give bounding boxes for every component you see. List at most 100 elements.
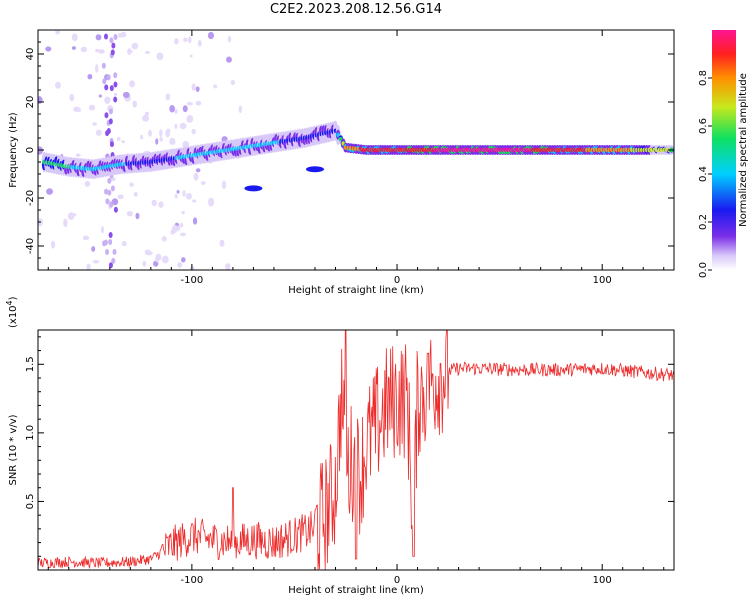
spectrogram-ytick-label: -20	[25, 190, 36, 206]
spectrogram-ylabel: Frequency (Hz)	[8, 112, 19, 188]
spectrogram-noise-cell	[82, 235, 90, 241]
spectrogram-plot-area	[38, 30, 674, 270]
spectrogram-noise-cell	[104, 188, 109, 195]
snr-ylabel: SNR (10 * v/v)	[8, 414, 19, 485]
spectrogram-noise-cell	[183, 37, 188, 42]
spectrogram-noise-cell	[193, 172, 199, 181]
spectrogram-noise-cell	[191, 128, 196, 135]
spectrogram-noise-cell	[108, 262, 113, 269]
figure-title: C2E2.2023.208.12.56.G14	[270, 2, 442, 17]
spectrogram-noise-cell	[144, 111, 149, 116]
spectrogram-noise-cell	[176, 225, 181, 231]
spectrogram-noise-cell	[108, 231, 113, 238]
spectrogram-panel: -100 0 100 -40 -20 0 20 40 Height of straight l…	[8, 29, 675, 296]
spectrogram-noise-cell	[182, 190, 186, 197]
spectrogram-noise-cell	[156, 52, 164, 61]
spectrogram-noise-cell	[158, 201, 164, 208]
colorbar-gradient	[712, 30, 736, 270]
spectrogram-noise-cell	[135, 212, 140, 220]
spectrogram-noise-cell	[197, 39, 202, 47]
spectrogram-noise-cell	[113, 81, 118, 88]
snr-ytick-label: 1.0	[25, 425, 36, 441]
spectrogram-noise-cell	[87, 73, 93, 80]
spectrogram-noise-cell	[195, 100, 202, 106]
spectrogram-noise-cell	[95, 34, 102, 41]
spectrogram-noise-cell	[71, 33, 78, 42]
spectrogram-noise-cell	[146, 251, 153, 256]
spectrogram-noise-cell	[190, 265, 195, 270]
spectrogram-noise-cell	[169, 137, 176, 146]
spectrogram-noise-cell	[106, 74, 111, 81]
spectrogram-ytick-label: 20	[25, 96, 36, 109]
spectrogram-ticks: -100 0 100 -40 -20 0 20 40	[25, 30, 674, 286]
spectrogram-noise-cell	[38, 146, 44, 155]
spectrogram-noise-cell	[230, 80, 235, 86]
spectrogram-noise-cell	[174, 109, 178, 114]
spectrogram-noise-cell	[155, 138, 159, 145]
spectrogram-noise-cell	[86, 263, 91, 270]
spectrogram-ytick-label: -40	[25, 238, 36, 254]
spectrogram-noise-cell	[181, 210, 185, 215]
snr-scale-label: (x104)	[5, 296, 19, 328]
spectrogram-noise-cell	[109, 37, 114, 44]
spectrogram-noise-cell	[100, 225, 104, 234]
colorbar-tick-label: 0.4	[698, 166, 709, 182]
spectrogram-noise-cell	[114, 92, 118, 97]
colorbar-tick-label: 0.6	[698, 118, 709, 134]
spectrogram-noise-cell	[208, 197, 215, 207]
spectrogram-noise-cell	[46, 188, 53, 195]
snr-series-line	[38, 330, 674, 570]
spectrogram-noise-cell	[104, 84, 109, 91]
colorbar-tick-label: 0.0	[698, 262, 709, 278]
spectrogram-noise-cell	[118, 32, 123, 38]
spectrogram-noise-cell	[142, 260, 147, 267]
spectrogram-noise-cell	[80, 46, 88, 53]
spectrogram-blob	[305, 166, 324, 173]
snr-xlabel: Height of straight line (km)	[288, 585, 424, 596]
spectrogram-xtick-label: -100	[181, 275, 204, 286]
colorbar: 0.0 0.2 0.4 0.6 0.8 Normalized spectral ampl…	[698, 30, 749, 278]
spectrogram-noise-cell	[195, 168, 201, 173]
colorbar-ticks: 0.0 0.2 0.4 0.6 0.8	[698, 70, 712, 278]
colorbar-label: Normalized spectral amplitude	[738, 73, 749, 227]
spectrogram-noise-cell	[179, 122, 187, 130]
spectrogram-noise-cell	[195, 86, 200, 92]
spectrogram-noise-cell	[238, 105, 243, 114]
spectrogram-noise-cell	[75, 153, 81, 157]
spectrogram-noise-cell	[192, 217, 198, 225]
spectrogram-noise-cell	[110, 185, 115, 192]
spectrogram-noise-cell	[116, 137, 121, 141]
spectrogram-noise-cell	[113, 34, 118, 41]
spectrogram-noise-cell	[111, 198, 119, 206]
spectrogram-xlabel: Height of straight line (km)	[288, 285, 424, 296]
spectrogram-noise-cell	[108, 108, 113, 115]
spectrogram-noise-cell	[109, 201, 114, 208]
spectrogram-noise-cell	[165, 129, 170, 138]
spectrogram-noise-cell	[107, 189, 112, 196]
spectrogram-noise-cell	[111, 42, 116, 49]
spectrogram-noise-cell	[113, 206, 118, 213]
spectrogram-blob	[244, 185, 263, 192]
spectrogram-noise-cell	[101, 62, 106, 69]
spectrogram-noise-cell	[112, 248, 117, 255]
spectrogram-noise-cell	[179, 232, 187, 237]
spectrogram-noise-cell	[192, 199, 197, 203]
spectrogram-noise-cell	[219, 239, 225, 247]
spectrogram-noise-cell	[69, 93, 75, 102]
spectrogram-noise-cell	[84, 180, 91, 187]
spectrogram-noise-cell	[105, 198, 110, 205]
spectrogram-noise-cell	[113, 72, 118, 79]
spectrogram-noise-cell	[182, 105, 188, 113]
spectrogram-noise-cell	[227, 35, 232, 43]
snr-xtick-label: 0	[394, 575, 400, 586]
spectrogram-noise-cell	[213, 84, 218, 89]
snr-ytick-label: 1.5	[25, 356, 36, 372]
spectrogram-noise-cell	[174, 38, 179, 45]
spectrogram-noise-cell	[109, 141, 114, 148]
snr-scale-exp: 4	[5, 300, 14, 305]
spectrogram-noise-cell	[102, 240, 107, 247]
spectrogram-noise-cell	[127, 48, 132, 55]
spectrogram-noise-cell	[113, 96, 118, 103]
spectrogram-noise-cell	[176, 189, 180, 194]
